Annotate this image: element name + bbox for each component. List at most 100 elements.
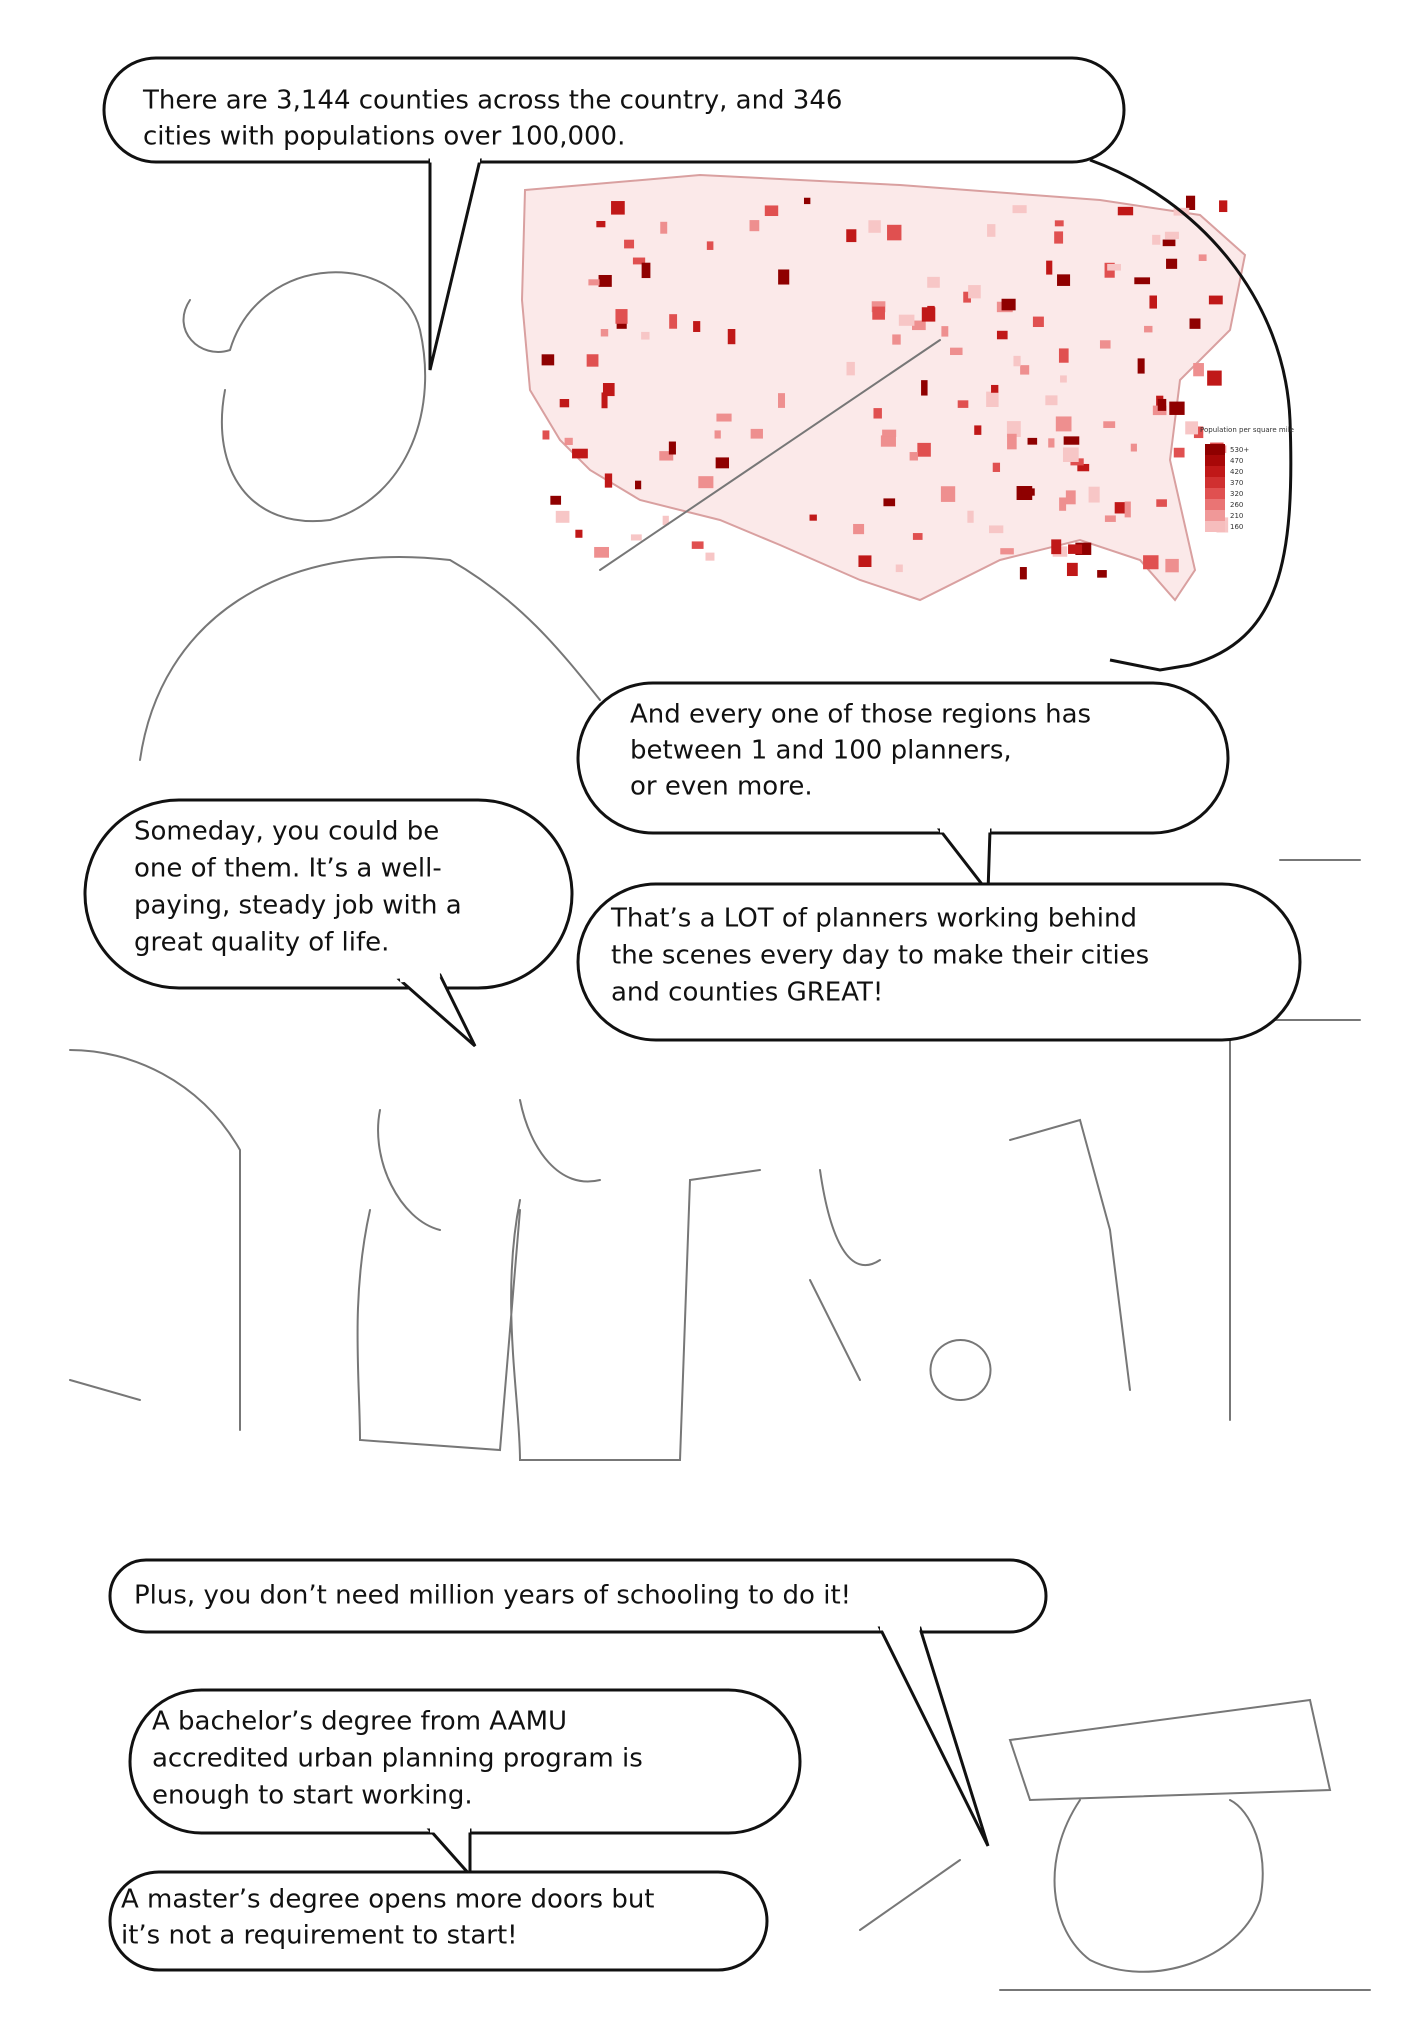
legend-label: 320	[1230, 490, 1243, 498]
county	[912, 533, 923, 540]
bubble-tail	[426, 1828, 472, 1879]
county	[1019, 567, 1027, 580]
county	[950, 347, 963, 356]
county	[887, 224, 902, 241]
county	[714, 430, 721, 439]
county	[596, 220, 606, 228]
bubble-text: enough to start working.	[152, 1781, 473, 1811]
county	[1012, 205, 1027, 214]
county	[659, 451, 674, 461]
county	[1063, 436, 1080, 445]
county	[940, 486, 956, 502]
county	[635, 480, 642, 490]
county	[641, 262, 651, 279]
sketches	[69, 271, 1371, 1991]
county	[668, 441, 676, 455]
county	[1021, 488, 1035, 496]
county	[1097, 570, 1107, 578]
county	[882, 429, 897, 437]
county	[616, 319, 627, 329]
county	[989, 525, 1004, 534]
county	[873, 408, 882, 419]
county	[1054, 220, 1064, 227]
bubble-text: cities with populations over 100,000.	[143, 122, 625, 152]
county	[598, 274, 612, 287]
county	[604, 473, 613, 488]
county	[1107, 263, 1121, 271]
bubble-shape	[83, 798, 574, 990]
county	[921, 380, 928, 396]
county	[1051, 539, 1062, 555]
county	[564, 437, 573, 445]
county	[883, 498, 896, 507]
county	[611, 201, 625, 215]
county	[868, 220, 881, 233]
bubble-text: it’s not a requirement to start!	[121, 1921, 518, 1951]
county	[602, 383, 615, 397]
county	[1066, 562, 1078, 577]
speech-bubble: A bachelor’s degree from AAMU accredited …	[128, 1688, 802, 1879]
county	[1059, 497, 1067, 511]
bubble-text: or even more.	[630, 772, 813, 802]
county	[1169, 401, 1185, 415]
county	[1134, 277, 1151, 285]
legend-label: 470	[1230, 457, 1243, 465]
county	[992, 462, 1001, 472]
legend-label: 370	[1230, 479, 1243, 487]
county	[624, 239, 635, 249]
county	[1058, 348, 1069, 363]
bubble-shape	[576, 882, 1302, 1042]
county	[858, 555, 872, 567]
county	[1143, 555, 1159, 570]
county	[1055, 416, 1072, 432]
county	[1065, 490, 1076, 505]
county	[1060, 375, 1067, 383]
county	[715, 457, 730, 469]
county	[706, 241, 714, 250]
county	[846, 361, 855, 376]
bubble-shape	[576, 681, 1230, 835]
county	[727, 329, 736, 345]
bubble-text: And every one of those regions has	[630, 700, 1091, 730]
county	[974, 425, 982, 435]
bubble-text: the scenes every day to make their citie…	[611, 941, 1149, 971]
county	[615, 309, 628, 324]
county	[1193, 363, 1204, 377]
county	[911, 320, 926, 331]
county	[594, 546, 609, 558]
county	[1099, 340, 1111, 349]
county	[1062, 447, 1079, 462]
county	[892, 334, 901, 345]
legend-label: 260	[1230, 501, 1243, 509]
county	[1185, 195, 1196, 210]
county	[1054, 231, 1064, 244]
legend-swatch	[1205, 499, 1225, 510]
bubble-text: That’s a LOT of planners working behind	[610, 904, 1137, 934]
county	[1117, 206, 1134, 216]
county	[927, 305, 935, 315]
county	[1048, 438, 1055, 448]
county	[1137, 358, 1145, 374]
legend-label: 530+	[1230, 446, 1249, 454]
county	[550, 495, 562, 505]
county	[691, 541, 704, 549]
county	[698, 476, 714, 489]
county	[705, 552, 715, 561]
county	[986, 391, 999, 407]
county	[575, 529, 583, 538]
county	[1013, 355, 1021, 367]
county	[895, 564, 903, 573]
county	[777, 393, 786, 408]
county	[1164, 231, 1179, 240]
county	[1198, 254, 1207, 261]
bubble-text: great quality of life.	[134, 928, 389, 958]
speech-bubble: And every one of those regions has betwee…	[576, 681, 1230, 897]
county	[1007, 433, 1017, 450]
county	[1088, 486, 1100, 503]
county	[872, 306, 885, 320]
county	[1149, 295, 1157, 309]
county	[1104, 515, 1116, 522]
county	[996, 330, 1008, 340]
county	[1130, 443, 1137, 452]
bubble-text: one of them. It’s a well-	[134, 854, 442, 884]
